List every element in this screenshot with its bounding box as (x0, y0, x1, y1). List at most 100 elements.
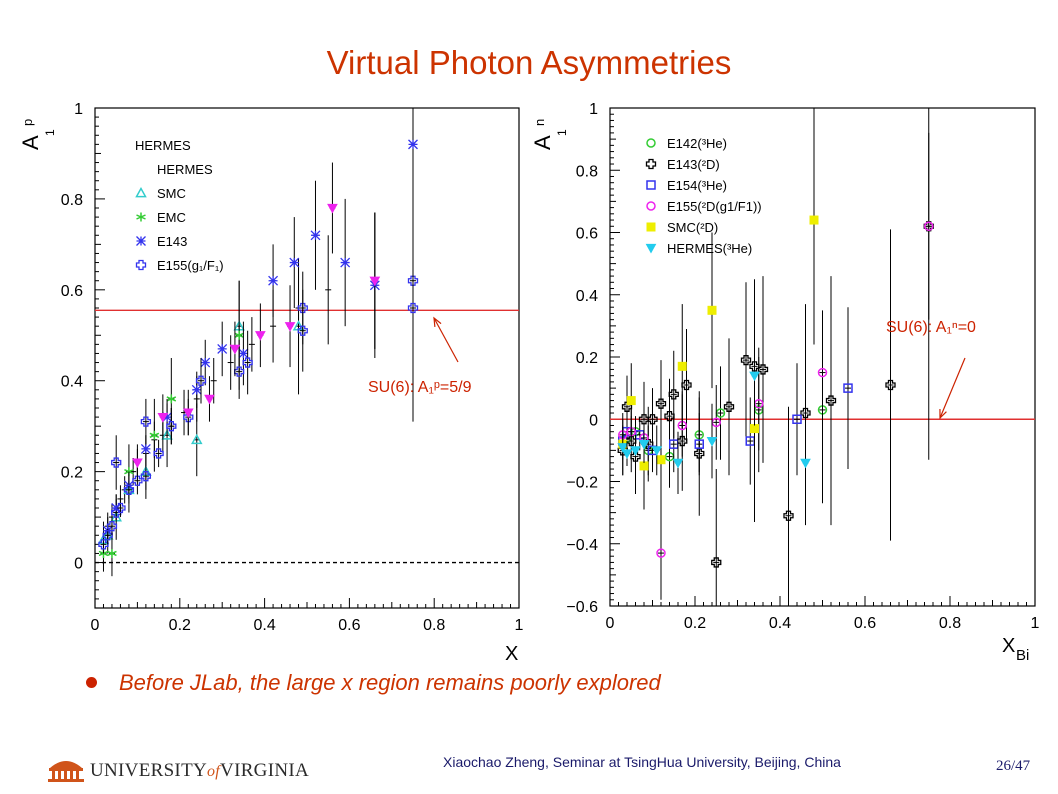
data-point (217, 343, 228, 354)
y-tick-label: 0.8 (576, 163, 598, 180)
legend-label: E142(³He) (667, 136, 727, 151)
slide-title: Virtual Photon Asymmetries (326, 44, 732, 81)
data-point (749, 371, 760, 382)
chart-proton-asymmetry: 0 0.2 0.4 0.6 0.8 100.20.40.60.81HERMESHERMES… (18, 101, 524, 660)
data-point (809, 215, 819, 225)
data-point (626, 396, 636, 406)
data-point (800, 458, 811, 469)
data-point (723, 401, 735, 412)
data-point (639, 461, 649, 471)
data-point (617, 443, 629, 453)
x-tick-label: 0.2 (169, 617, 191, 634)
y-axis-label-sub: 1 (555, 129, 569, 136)
legend-label: E155(g₁/F₁) (157, 258, 224, 273)
data-point (107, 548, 117, 558)
data-point (656, 455, 666, 465)
data-point (195, 375, 207, 386)
data-point (621, 449, 633, 460)
data-point (157, 412, 169, 423)
data-point (310, 230, 321, 241)
data-point (297, 302, 308, 314)
y-tick-label: 0 (589, 412, 598, 429)
x-axis-label: X (505, 643, 518, 660)
series-5 (617, 325, 811, 526)
legend-marker (645, 243, 657, 254)
data-point (140, 416, 152, 427)
data-point (102, 530, 113, 541)
y-axis-label: A (530, 135, 555, 150)
data-point (706, 436, 718, 447)
data-point (638, 440, 650, 450)
data-point (655, 398, 667, 409)
data-point (707, 305, 717, 315)
series-4 (98, 189, 419, 554)
y-axis-label-sup: p (20, 119, 35, 126)
data-point (694, 448, 705, 459)
y-axis-label-sub: 1 (43, 129, 57, 136)
data-point (284, 322, 296, 332)
x-tick-label: 0.4 (769, 615, 791, 632)
legend-marker (645, 158, 657, 170)
legend-marker (135, 186, 147, 198)
data-point (750, 424, 759, 434)
legend-label: E154(³He) (667, 178, 727, 193)
series-0 (622, 316, 828, 504)
y-tick-label: −0.4 (566, 537, 598, 554)
y-tick-label: 0.6 (576, 226, 598, 243)
data-point (668, 389, 679, 400)
legend-label: E143(²D) (667, 157, 720, 172)
data-point (923, 221, 934, 232)
x-tick-label: 0.8 (423, 617, 445, 634)
y-axis-label: A (18, 135, 43, 150)
footer-citation: Xiaochao Zheng, Seminar at TsingHua Univ… (443, 754, 841, 770)
legend-label: EMC (157, 210, 186, 225)
su6-arrowhead (939, 408, 947, 420)
data-point (647, 414, 658, 425)
x-tick-label: 1 (1031, 615, 1040, 632)
y-axis-label-sup: n (532, 119, 547, 126)
y-tick-label: 1 (589, 101, 598, 118)
data-point (651, 446, 663, 456)
data-point (115, 502, 126, 514)
data-point (407, 302, 419, 314)
data-point (166, 394, 177, 404)
data-point (191, 384, 202, 395)
y-tick-label: 0.4 (61, 374, 83, 391)
chart-neutron-asymmetry: 0 0.2 0.4 0.6 0.8 1 −0.6 −0.4 −0.2 0 0.2 0.4 0.6 0.8 1… (530, 101, 1040, 660)
y-tick-label: 0.2 (61, 465, 83, 482)
legend-label: SMC(²D) (667, 220, 718, 235)
y-tick-label: 0.6 (61, 283, 83, 300)
page-number: 26/47 (996, 758, 1031, 774)
legend-marker (646, 138, 656, 148)
data-point (792, 414, 802, 424)
data-point (327, 203, 338, 214)
data-point (255, 331, 266, 341)
data-point (162, 412, 173, 423)
y-tick-label: 0 (74, 556, 83, 573)
data-point (711, 557, 722, 568)
data-point (885, 379, 896, 391)
data-point (140, 443, 151, 454)
data-point (132, 458, 143, 469)
data-point (664, 410, 675, 422)
data-point (166, 421, 177, 432)
legend-marker (136, 236, 146, 246)
series-1 (97, 258, 305, 558)
data-point (630, 446, 641, 456)
su6-label: SU(6): A₁ᵖ=5/9 (368, 379, 472, 396)
data-point (242, 357, 253, 368)
su6-arrow (433, 317, 459, 363)
data-point (268, 275, 279, 286)
data-point (123, 484, 135, 495)
x-tick-label: 0.4 (253, 617, 275, 634)
data-point (740, 354, 752, 366)
plots-canvas: 0 0.2 0.4 0.6 0.8 100.20.40.60.81HERMESHERMES… (18, 101, 1040, 660)
data-point (817, 367, 828, 378)
x-axis-label: X (1002, 635, 1015, 657)
data-point (924, 221, 934, 232)
y-tick-label: 0.2 (576, 350, 598, 367)
su6-arrowhead (433, 316, 442, 328)
x-tick-label: 1 (515, 617, 524, 634)
x-tick-label: 0.6 (854, 615, 876, 632)
data-point (825, 395, 837, 406)
